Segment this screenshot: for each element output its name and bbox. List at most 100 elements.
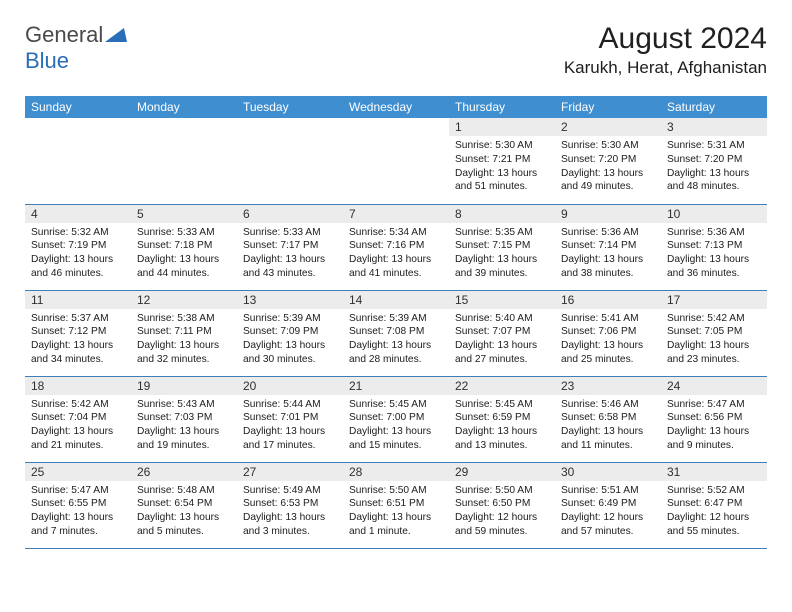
week-row: 1Sunrise: 5:30 AMSunset: 7:21 PMDaylight… xyxy=(25,118,767,204)
day-details: Sunrise: 5:30 AMSunset: 7:21 PMDaylight:… xyxy=(449,136,555,199)
day-cell: 18Sunrise: 5:42 AMSunset: 7:04 PMDayligh… xyxy=(25,376,131,462)
day-number: 14 xyxy=(343,291,449,309)
weekday-header: Thursday xyxy=(449,96,555,118)
day-number: 7 xyxy=(343,205,449,223)
day-number: 20 xyxy=(237,377,343,395)
day-number: 23 xyxy=(555,377,661,395)
day-number: 2 xyxy=(555,118,661,136)
day-cell: 26Sunrise: 5:48 AMSunset: 6:54 PMDayligh… xyxy=(131,462,237,548)
day-details: Sunrise: 5:40 AMSunset: 7:07 PMDaylight:… xyxy=(449,309,555,372)
logo-word-2: Blue xyxy=(25,48,69,73)
day-number: 25 xyxy=(25,463,131,481)
day-cell: 2Sunrise: 5:30 AMSunset: 7:20 PMDaylight… xyxy=(555,118,661,204)
day-number: 30 xyxy=(555,463,661,481)
day-number: 12 xyxy=(131,291,237,309)
day-cell: 16Sunrise: 5:41 AMSunset: 7:06 PMDayligh… xyxy=(555,290,661,376)
day-details: Sunrise: 5:39 AMSunset: 7:09 PMDaylight:… xyxy=(237,309,343,372)
day-cell xyxy=(343,118,449,204)
day-number: 6 xyxy=(237,205,343,223)
day-cell: 8Sunrise: 5:35 AMSunset: 7:15 PMDaylight… xyxy=(449,204,555,290)
month-title: August 2024 xyxy=(564,22,767,56)
day-number: 15 xyxy=(449,291,555,309)
logo-word-1: General xyxy=(25,22,103,47)
day-cell: 12Sunrise: 5:38 AMSunset: 7:11 PMDayligh… xyxy=(131,290,237,376)
day-details: Sunrise: 5:33 AMSunset: 7:17 PMDaylight:… xyxy=(237,223,343,286)
day-cell: 27Sunrise: 5:49 AMSunset: 6:53 PMDayligh… xyxy=(237,462,343,548)
day-cell: 23Sunrise: 5:46 AMSunset: 6:58 PMDayligh… xyxy=(555,376,661,462)
day-cell: 13Sunrise: 5:39 AMSunset: 7:09 PMDayligh… xyxy=(237,290,343,376)
day-cell: 25Sunrise: 5:47 AMSunset: 6:55 PMDayligh… xyxy=(25,462,131,548)
weekday-header: Friday xyxy=(555,96,661,118)
day-details: Sunrise: 5:30 AMSunset: 7:20 PMDaylight:… xyxy=(555,136,661,199)
day-details: Sunrise: 5:36 AMSunset: 7:13 PMDaylight:… xyxy=(661,223,767,286)
day-number: 21 xyxy=(343,377,449,395)
day-number: 5 xyxy=(131,205,237,223)
day-details: Sunrise: 5:39 AMSunset: 7:08 PMDaylight:… xyxy=(343,309,449,372)
day-cell xyxy=(25,118,131,204)
title-block: August 2024 Karukh, Herat, Afghanistan xyxy=(564,22,767,78)
day-cell: 9Sunrise: 5:36 AMSunset: 7:14 PMDaylight… xyxy=(555,204,661,290)
day-number: 26 xyxy=(131,463,237,481)
day-number: 10 xyxy=(661,205,767,223)
day-details: Sunrise: 5:50 AMSunset: 6:51 PMDaylight:… xyxy=(343,481,449,544)
day-cell: 3Sunrise: 5:31 AMSunset: 7:20 PMDaylight… xyxy=(661,118,767,204)
day-number: 8 xyxy=(449,205,555,223)
day-number: 22 xyxy=(449,377,555,395)
week-row: 18Sunrise: 5:42 AMSunset: 7:04 PMDayligh… xyxy=(25,376,767,462)
day-number: 1 xyxy=(449,118,555,136)
day-cell: 24Sunrise: 5:47 AMSunset: 6:56 PMDayligh… xyxy=(661,376,767,462)
day-details: Sunrise: 5:47 AMSunset: 6:56 PMDaylight:… xyxy=(661,395,767,458)
day-cell: 29Sunrise: 5:50 AMSunset: 6:50 PMDayligh… xyxy=(449,462,555,548)
day-details: Sunrise: 5:36 AMSunset: 7:14 PMDaylight:… xyxy=(555,223,661,286)
weekday-header: Wednesday xyxy=(343,96,449,118)
day-number: 19 xyxy=(131,377,237,395)
day-cell: 14Sunrise: 5:39 AMSunset: 7:08 PMDayligh… xyxy=(343,290,449,376)
day-cell: 7Sunrise: 5:34 AMSunset: 7:16 PMDaylight… xyxy=(343,204,449,290)
day-number: 13 xyxy=(237,291,343,309)
day-cell: 4Sunrise: 5:32 AMSunset: 7:19 PMDaylight… xyxy=(25,204,131,290)
day-cell: 6Sunrise: 5:33 AMSunset: 7:17 PMDaylight… xyxy=(237,204,343,290)
weekday-header-row: SundayMondayTuesdayWednesdayThursdayFrid… xyxy=(25,96,767,118)
day-details: Sunrise: 5:37 AMSunset: 7:12 PMDaylight:… xyxy=(25,309,131,372)
week-row: 25Sunrise: 5:47 AMSunset: 6:55 PMDayligh… xyxy=(25,462,767,548)
day-number: 11 xyxy=(25,291,131,309)
day-cell: 19Sunrise: 5:43 AMSunset: 7:03 PMDayligh… xyxy=(131,376,237,462)
week-row: 4Sunrise: 5:32 AMSunset: 7:19 PMDaylight… xyxy=(25,204,767,290)
logo: General Blue xyxy=(25,22,127,74)
day-cell xyxy=(131,118,237,204)
day-cell: 5Sunrise: 5:33 AMSunset: 7:18 PMDaylight… xyxy=(131,204,237,290)
day-cell: 10Sunrise: 5:36 AMSunset: 7:13 PMDayligh… xyxy=(661,204,767,290)
day-cell: 30Sunrise: 5:51 AMSunset: 6:49 PMDayligh… xyxy=(555,462,661,548)
day-number: 24 xyxy=(661,377,767,395)
day-details: Sunrise: 5:34 AMSunset: 7:16 PMDaylight:… xyxy=(343,223,449,286)
day-details: Sunrise: 5:32 AMSunset: 7:19 PMDaylight:… xyxy=(25,223,131,286)
day-details: Sunrise: 5:44 AMSunset: 7:01 PMDaylight:… xyxy=(237,395,343,458)
weekday-header: Monday xyxy=(131,96,237,118)
day-details: Sunrise: 5:33 AMSunset: 7:18 PMDaylight:… xyxy=(131,223,237,286)
day-cell: 28Sunrise: 5:50 AMSunset: 6:51 PMDayligh… xyxy=(343,462,449,548)
day-details: Sunrise: 5:46 AMSunset: 6:58 PMDaylight:… xyxy=(555,395,661,458)
day-details: Sunrise: 5:43 AMSunset: 7:03 PMDaylight:… xyxy=(131,395,237,458)
day-details: Sunrise: 5:47 AMSunset: 6:55 PMDaylight:… xyxy=(25,481,131,544)
day-number: 31 xyxy=(661,463,767,481)
day-details: Sunrise: 5:45 AMSunset: 7:00 PMDaylight:… xyxy=(343,395,449,458)
day-details: Sunrise: 5:31 AMSunset: 7:20 PMDaylight:… xyxy=(661,136,767,199)
day-details: Sunrise: 5:42 AMSunset: 7:05 PMDaylight:… xyxy=(661,309,767,372)
day-details: Sunrise: 5:49 AMSunset: 6:53 PMDaylight:… xyxy=(237,481,343,544)
logo-text: General Blue xyxy=(25,22,127,74)
day-details: Sunrise: 5:42 AMSunset: 7:04 PMDaylight:… xyxy=(25,395,131,458)
day-number: 18 xyxy=(25,377,131,395)
day-number: 16 xyxy=(555,291,661,309)
logo-triangle-icon xyxy=(105,22,127,48)
day-number: 9 xyxy=(555,205,661,223)
day-cell: 22Sunrise: 5:45 AMSunset: 6:59 PMDayligh… xyxy=(449,376,555,462)
weekday-header: Sunday xyxy=(25,96,131,118)
weekday-header: Tuesday xyxy=(237,96,343,118)
weekday-header: Saturday xyxy=(661,96,767,118)
day-cell: 21Sunrise: 5:45 AMSunset: 7:00 PMDayligh… xyxy=(343,376,449,462)
day-details: Sunrise: 5:50 AMSunset: 6:50 PMDaylight:… xyxy=(449,481,555,544)
day-cell: 11Sunrise: 5:37 AMSunset: 7:12 PMDayligh… xyxy=(25,290,131,376)
day-number: 29 xyxy=(449,463,555,481)
day-details: Sunrise: 5:41 AMSunset: 7:06 PMDaylight:… xyxy=(555,309,661,372)
location-text: Karukh, Herat, Afghanistan xyxy=(564,58,767,78)
